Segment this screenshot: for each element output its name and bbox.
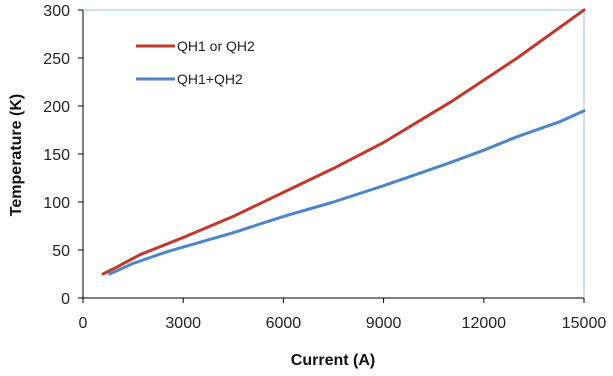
legend-label-1: QH1 or QH2 [177, 38, 255, 54]
series-line-2 [108, 109, 586, 276]
y-tick-label: 200 [43, 99, 70, 116]
x-tick-label: 0 [79, 315, 88, 332]
series-layer [101, 8, 586, 276]
x-tick-label: 15000 [562, 315, 607, 332]
y-tick-label: 100 [43, 195, 70, 212]
y-tick-label: 150 [43, 147, 70, 164]
y-tick-label: 50 [52, 243, 70, 260]
y-tick-label: 300 [43, 3, 70, 20]
x-tick-label: 9000 [366, 315, 402, 332]
y-tick-label: 250 [43, 51, 70, 68]
x-axis-ticks: 0 3000 6000 9000 12000 15000 [79, 298, 607, 332]
x-tick-label: 6000 [266, 315, 302, 332]
legend: QH1 or QH2 QH1+QH2 [136, 38, 255, 87]
y-tick-label: 0 [61, 291, 70, 308]
y-axis-title: Temperature (K) [8, 94, 25, 216]
y-axis-ticks: 0 50 100 150 200 250 300 [43, 3, 83, 308]
x-tick-label: 12000 [462, 315, 507, 332]
x-tick-label: 3000 [165, 315, 201, 332]
x-axis-title: Current (A) [291, 352, 375, 369]
series-line-1 [101, 8, 586, 276]
legend-label-2: QH1+QH2 [177, 71, 243, 87]
